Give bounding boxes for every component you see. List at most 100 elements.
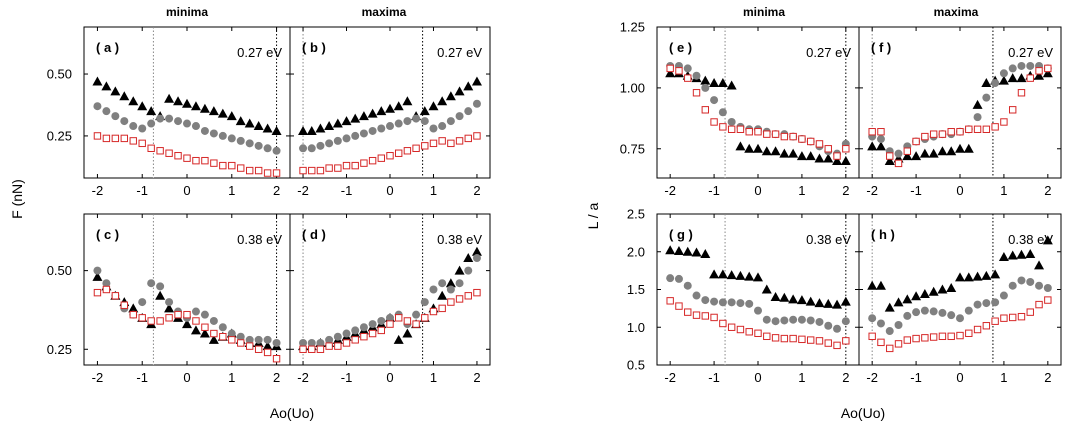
circle-marker xyxy=(333,332,342,341)
square-marker xyxy=(1035,300,1043,309)
square-marker xyxy=(745,128,753,136)
energy-annotation: 0.38 eV xyxy=(1008,232,1053,247)
square-marker xyxy=(272,355,281,363)
triangle-marker xyxy=(1042,68,1053,78)
x-tick-label: 0 xyxy=(754,370,761,385)
triangle-marker xyxy=(875,280,886,290)
square-marker xyxy=(947,128,955,136)
circle-marker xyxy=(472,254,481,263)
circle-marker xyxy=(771,317,780,326)
square-marker xyxy=(308,345,316,353)
square-marker xyxy=(1008,106,1017,114)
circle-marker xyxy=(412,114,421,123)
y-tick-label: 0.50 xyxy=(47,263,72,278)
triangle-marker xyxy=(137,101,148,111)
square-marker xyxy=(991,123,999,131)
square-marker xyxy=(342,161,351,170)
circle-marker xyxy=(245,335,254,344)
square-marker xyxy=(1026,308,1034,316)
circle-marker xyxy=(692,71,701,80)
y-tick-label: 0.5 xyxy=(627,358,645,373)
triangle-marker xyxy=(814,153,825,163)
square-marker xyxy=(684,74,692,82)
square-marker xyxy=(334,164,342,172)
square-marker xyxy=(464,134,472,143)
circle-marker xyxy=(876,319,885,328)
circle-marker xyxy=(736,299,745,308)
triangle-marker xyxy=(709,269,720,279)
circle-marker xyxy=(272,338,281,347)
square-marker xyxy=(1017,312,1026,321)
square-marker xyxy=(727,323,736,331)
triangle-marker xyxy=(832,155,843,165)
circle-marker xyxy=(200,126,209,135)
x-tick-label: -1 xyxy=(136,370,148,385)
circle-marker xyxy=(263,144,272,153)
triangle-marker xyxy=(1016,73,1027,83)
triangle-marker xyxy=(1016,249,1027,259)
triangle-marker xyxy=(691,247,702,257)
circle-marker xyxy=(438,279,447,288)
circle-marker xyxy=(789,315,798,324)
triangle-marker xyxy=(128,303,139,313)
x-tick-label: 2 xyxy=(1044,370,1051,385)
triangle-marker xyxy=(376,106,387,116)
square-marker xyxy=(421,142,429,150)
x-tick-label: -2 xyxy=(297,370,309,385)
square-marker xyxy=(754,128,762,136)
triangle-marker xyxy=(814,298,825,308)
square-marker xyxy=(156,147,164,155)
circle-marker xyxy=(359,129,368,138)
square-marker xyxy=(377,326,386,335)
square-marker xyxy=(1017,89,1026,97)
y-tick-label: 0.50 xyxy=(47,67,72,82)
circle-marker xyxy=(920,306,929,315)
triangle-marker xyxy=(190,325,201,335)
square-marker xyxy=(965,125,973,133)
square-marker xyxy=(368,156,377,165)
circle-marker xyxy=(165,114,174,123)
square-marker xyxy=(684,308,692,316)
triangle-marker xyxy=(972,99,983,109)
x-tick-label: 2 xyxy=(473,183,480,198)
square-marker xyxy=(806,137,815,146)
triangle-marker xyxy=(963,143,974,153)
panel-h: -2 -1 0 1 2 ( h ) 0.38 eV xyxy=(858,213,1062,385)
circle-marker xyxy=(666,274,675,283)
triangle-marker xyxy=(385,103,395,113)
triangle-marker xyxy=(155,290,166,300)
triangle-marker xyxy=(937,146,948,156)
triangle-marker xyxy=(315,123,326,133)
triangle-marker xyxy=(262,341,273,351)
triangle-marker xyxy=(199,328,210,338)
triangle-marker xyxy=(726,80,737,90)
square-marker xyxy=(736,325,745,334)
square-marker xyxy=(360,332,368,341)
square-marker xyxy=(138,314,146,322)
triangle-marker xyxy=(673,245,684,255)
x-tick-label: -2 xyxy=(866,370,878,385)
triangle-marker xyxy=(402,96,413,106)
circle-marker xyxy=(438,122,447,131)
circle-marker xyxy=(368,320,377,329)
triangle-marker xyxy=(946,146,957,156)
square-marker xyxy=(719,123,727,131)
energy-annotation: 0.38 eV xyxy=(437,232,482,247)
y-tick-label: 1.5 xyxy=(627,282,645,297)
circle-marker xyxy=(1035,281,1044,290)
triangle-marker xyxy=(805,151,816,161)
square-marker xyxy=(254,166,263,175)
circle-marker xyxy=(780,316,789,325)
triangle-marker xyxy=(884,155,895,165)
circle-marker xyxy=(420,117,429,126)
square-marker xyxy=(1026,74,1034,82)
square-marker xyxy=(394,149,403,157)
triangle-marker xyxy=(700,249,711,259)
circle-marker xyxy=(912,308,921,317)
panel-f: -2 -1 0 1 2 ( f ) 0.27 eV xyxy=(858,26,1062,198)
panel-label: ( d ) xyxy=(302,227,326,242)
circle-marker xyxy=(824,321,833,330)
circle-marker xyxy=(446,285,455,294)
circle-marker xyxy=(710,297,719,306)
square-marker xyxy=(183,310,191,319)
